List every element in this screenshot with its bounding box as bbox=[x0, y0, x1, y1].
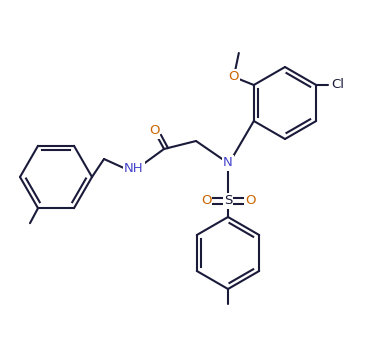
Text: O: O bbox=[229, 71, 239, 83]
Text: O: O bbox=[201, 194, 211, 208]
Text: S: S bbox=[224, 194, 232, 208]
Text: N: N bbox=[223, 156, 233, 169]
Text: O: O bbox=[245, 194, 255, 208]
Text: O: O bbox=[149, 125, 159, 138]
Text: NH: NH bbox=[124, 163, 144, 176]
Text: Cl: Cl bbox=[332, 79, 345, 92]
